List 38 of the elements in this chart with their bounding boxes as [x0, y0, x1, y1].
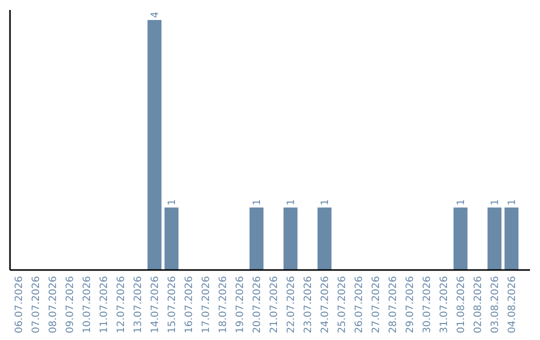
x-tick-label: 24.07.2026 [320, 276, 331, 334]
x-tick-label: 29.07.2026 [405, 276, 416, 334]
x-tick-label: 19.07.2026 [235, 276, 246, 334]
x-tick-label: 04.08.2026 [507, 276, 518, 334]
x-tick-label: 08.07.2026 [48, 276, 59, 334]
x-tick-label: 23.07.2026 [303, 276, 314, 334]
x-tick-label: 01.08.2026 [456, 276, 467, 334]
x-tick-label: 16.07.2026 [184, 276, 195, 334]
x-tick-label: 18.07.2026 [218, 276, 229, 334]
x-tick-label: 03.08.2026 [490, 276, 501, 334]
x-tick-label: 15.07.2026 [167, 276, 178, 334]
data-label: 4 [150, 12, 161, 18]
data-label: 1 [252, 199, 263, 206]
x-tick-label: 06.07.2026 [14, 276, 25, 334]
x-tick-label: 13.07.2026 [133, 276, 144, 334]
x-tick-label: 20.07.2026 [252, 276, 263, 334]
x-tick-label: 26.07.2026 [354, 276, 365, 334]
data-label: 1 [320, 199, 331, 206]
x-tick-label: 21.07.2026 [269, 276, 280, 334]
x-tick-label: 10.07.2026 [82, 276, 93, 334]
x-tick-label: 14.07.2026 [150, 276, 161, 334]
x-tick-label: 09.07.2026 [65, 276, 76, 334]
x-tick-label: 30.07.2026 [422, 276, 433, 334]
x-tick-label: 17.07.2026 [201, 276, 212, 334]
x-tick-label: 31.07.2026 [439, 276, 450, 334]
x-tick-label: 07.07.2026 [31, 276, 42, 334]
x-tick-label: 12.07.2026 [116, 276, 127, 334]
data-label: 1 [286, 199, 297, 206]
x-tick-label: 02.08.2026 [473, 276, 484, 334]
x-tick-label: 28.07.2026 [388, 276, 399, 334]
x-tick-label: 27.07.2026 [371, 276, 382, 334]
data-label: 1 [507, 199, 518, 206]
x-tick-label: 22.07.2026 [286, 276, 297, 334]
data-label: 1 [167, 199, 178, 206]
x-tick-label: 25.07.2026 [337, 276, 348, 334]
data-label: 1 [456, 199, 467, 206]
x-tick-label: 11.07.2026 [99, 276, 110, 334]
data-label: 1 [490, 199, 501, 206]
